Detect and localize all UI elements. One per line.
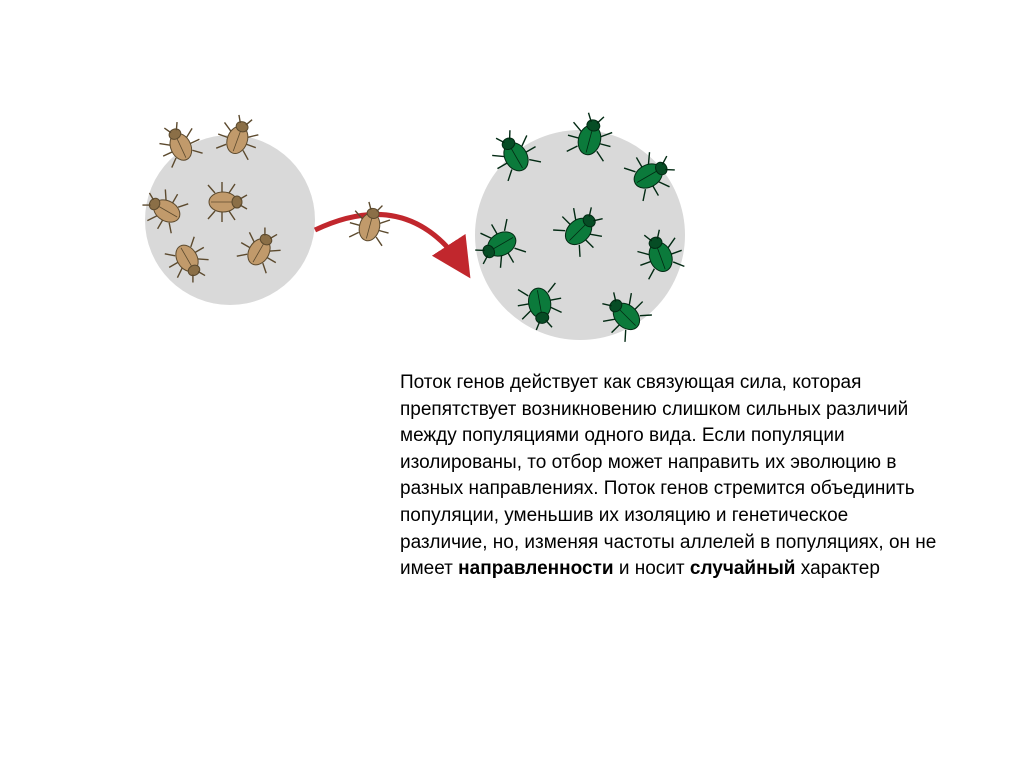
text-part-2: и носит [614,558,690,579]
diagram-svg [120,80,770,380]
description-paragraph: Поток генов действует как связующая сила… [400,370,940,583]
gene-flow-diagram [120,80,770,330]
text-part-1: Поток генов действует как связующая сила… [400,372,936,579]
bold-1: направленности [458,558,613,579]
migrant-beetle [346,199,395,247]
migration-arrow [315,214,465,270]
text-part-3: характер [796,558,880,579]
bold-2: случайный [690,558,796,579]
